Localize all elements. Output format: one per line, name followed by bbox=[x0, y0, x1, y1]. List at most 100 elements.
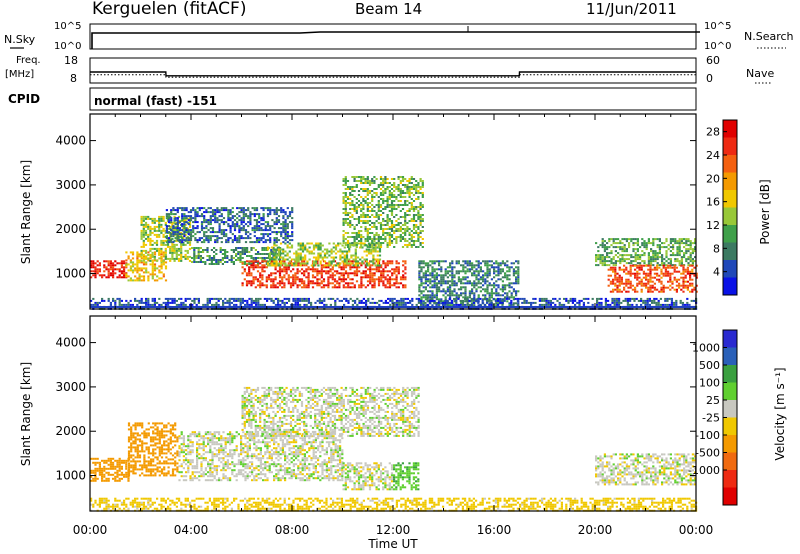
data-cell bbox=[354, 254, 357, 257]
data-cell bbox=[287, 266, 290, 269]
data-cell bbox=[377, 240, 380, 242]
data-cell bbox=[187, 239, 190, 242]
data-cell bbox=[170, 217, 173, 220]
data-cell bbox=[228, 297, 231, 300]
data-cell bbox=[640, 290, 643, 293]
data-cell bbox=[466, 302, 469, 305]
data-cell bbox=[473, 286, 476, 289]
data-cell bbox=[422, 290, 425, 293]
data-cell bbox=[246, 247, 249, 249]
data-cell bbox=[630, 256, 633, 259]
data-cell bbox=[660, 286, 663, 289]
data-cell bbox=[333, 286, 337, 289]
data-cell bbox=[497, 274, 500, 277]
data-cell bbox=[343, 297, 346, 300]
data-cell bbox=[92, 274, 95, 277]
data-cell bbox=[96, 303, 99, 306]
data-cell bbox=[406, 210, 409, 212]
data-cell bbox=[90, 276, 93, 279]
data-cell bbox=[404, 238, 407, 240]
data-cell bbox=[614, 270, 617, 273]
data-cell bbox=[259, 266, 262, 269]
data-cell bbox=[185, 221, 188, 224]
data-cell bbox=[217, 297, 220, 300]
data-cell bbox=[371, 226, 374, 228]
data-cell bbox=[629, 264, 632, 267]
data-cell bbox=[647, 258, 650, 261]
data-cell bbox=[213, 259, 216, 261]
data-cell bbox=[301, 262, 305, 265]
data-cell bbox=[623, 286, 626, 289]
data-cell bbox=[449, 286, 452, 289]
data-cell bbox=[220, 231, 223, 234]
data-cell bbox=[517, 290, 520, 293]
data-cell bbox=[379, 194, 383, 196]
data-cell bbox=[227, 209, 230, 212]
data-cell bbox=[619, 258, 622, 261]
data-cell bbox=[129, 251, 132, 254]
data-cell bbox=[173, 229, 176, 232]
data-cell bbox=[355, 244, 358, 246]
data-cell bbox=[220, 215, 223, 218]
data-cell bbox=[493, 272, 496, 275]
data-cell bbox=[360, 202, 363, 204]
data-cell bbox=[375, 212, 378, 214]
data-cell bbox=[231, 241, 234, 244]
data-cell bbox=[279, 251, 282, 253]
data-cell bbox=[167, 241, 171, 244]
data-cell bbox=[641, 260, 644, 263]
data-cell bbox=[273, 256, 276, 259]
data-cell bbox=[131, 265, 135, 268]
data-cell bbox=[678, 248, 681, 251]
data-cell bbox=[317, 254, 320, 257]
data-cell bbox=[689, 264, 692, 267]
data-cell bbox=[415, 240, 418, 242]
data-cell bbox=[226, 299, 229, 302]
data-cell bbox=[475, 282, 478, 285]
data-cell bbox=[248, 263, 251, 265]
data-cell bbox=[393, 186, 396, 188]
data-cell bbox=[294, 276, 297, 279]
data-cell bbox=[408, 232, 411, 234]
data-cell bbox=[351, 282, 354, 285]
data-cell bbox=[282, 229, 285, 232]
data-cell bbox=[210, 261, 213, 263]
data-cell bbox=[623, 248, 626, 251]
data-cell bbox=[169, 251, 172, 254]
data-cell bbox=[242, 219, 245, 222]
nave-tick-bottom: 0 bbox=[706, 72, 713, 85]
data-cell bbox=[510, 282, 513, 285]
data-cell bbox=[262, 213, 265, 216]
data-cell bbox=[391, 268, 394, 271]
data-cell bbox=[631, 284, 634, 287]
data-cell bbox=[667, 286, 670, 289]
data-cell bbox=[308, 246, 311, 249]
data-cell bbox=[284, 264, 287, 267]
data-cell bbox=[493, 266, 496, 269]
data-cell bbox=[629, 280, 632, 283]
data-cell bbox=[320, 274, 323, 277]
data-cell bbox=[323, 303, 326, 306]
data-cell bbox=[388, 196, 391, 198]
data-cell bbox=[640, 266, 643, 269]
data-cell bbox=[309, 282, 312, 285]
data-cell bbox=[279, 303, 282, 306]
data-cell bbox=[329, 297, 332, 300]
data-cell bbox=[151, 221, 154, 224]
data-cell bbox=[662, 272, 665, 275]
data-cell bbox=[303, 280, 306, 283]
data-cell bbox=[449, 262, 452, 265]
data-cell bbox=[131, 257, 135, 260]
data-cell bbox=[304, 246, 307, 249]
data-cell bbox=[145, 303, 148, 306]
data-cell bbox=[417, 216, 420, 218]
data-cell bbox=[303, 286, 306, 289]
data-cell bbox=[675, 290, 678, 293]
data-cell bbox=[224, 249, 227, 251]
data-cell bbox=[417, 182, 420, 184]
data-cell bbox=[625, 240, 628, 243]
data-cell bbox=[266, 260, 269, 263]
data-cell bbox=[151, 219, 154, 222]
data-cell bbox=[412, 242, 416, 244]
data-cell bbox=[265, 276, 268, 279]
